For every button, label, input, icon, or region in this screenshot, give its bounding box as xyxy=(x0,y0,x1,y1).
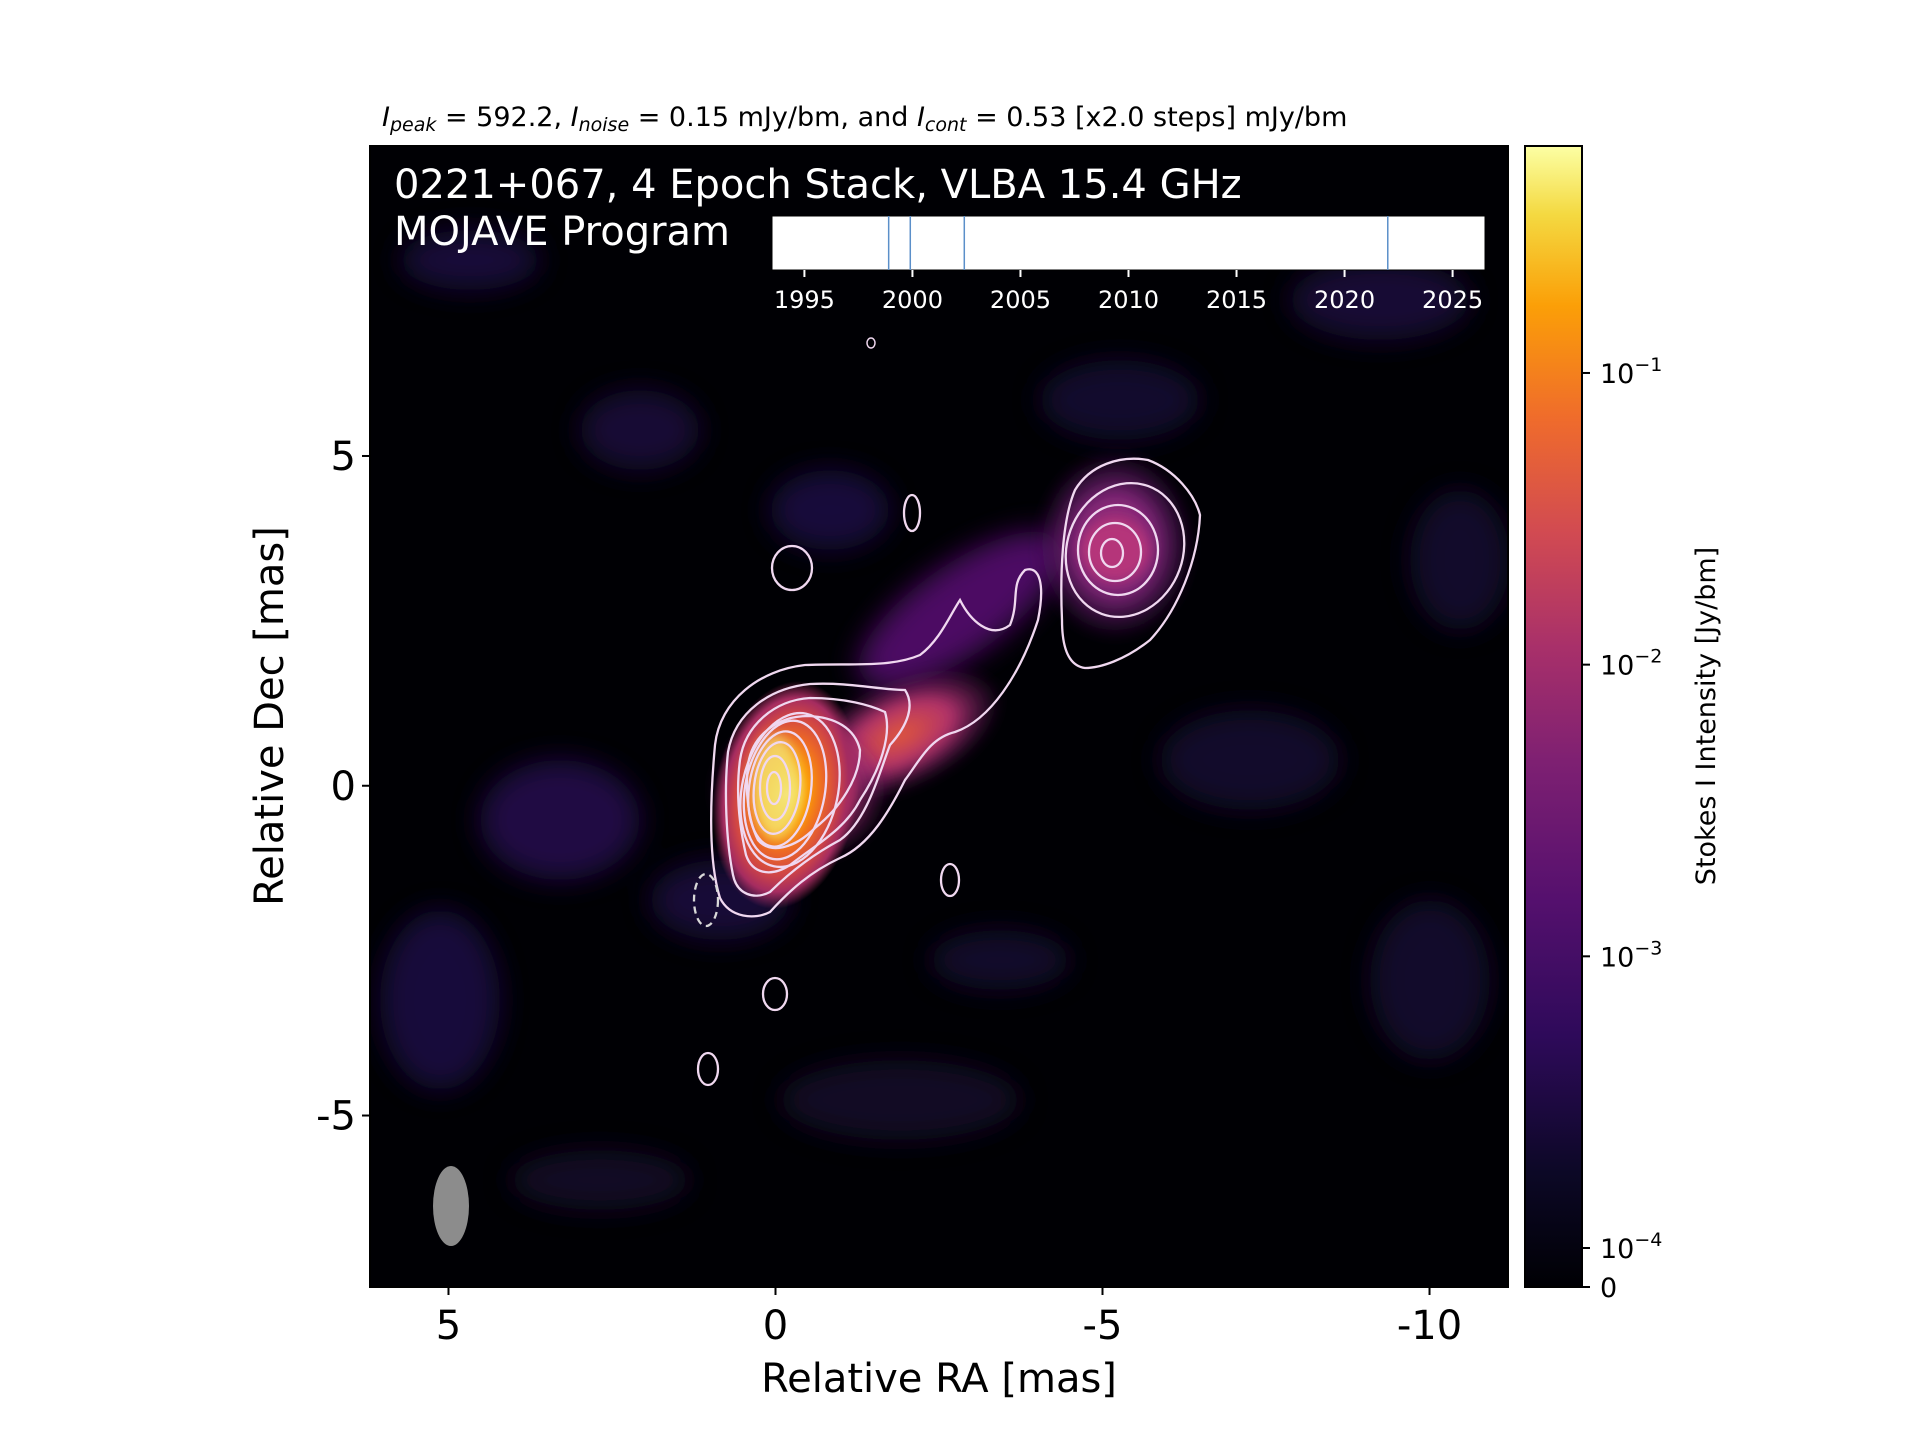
epoch-ticks: 1995 2000 2005 2010 2015 2020 2025 xyxy=(774,270,1483,314)
x-tick-label: -5 xyxy=(1083,1303,1123,1349)
epoch-tick-label: 1995 xyxy=(774,286,835,314)
contour-level-10 xyxy=(765,770,783,806)
contour-knot-2 xyxy=(1064,481,1186,619)
x-tick-label: 5 xyxy=(436,1303,461,1349)
colorbar-tick-label: 10−1 xyxy=(1600,354,1662,390)
contour-island-2 xyxy=(902,493,922,533)
x-tick-label: 0 xyxy=(763,1303,788,1349)
contour-level-8 xyxy=(752,741,802,835)
epoch-tick-label: 2015 xyxy=(1206,286,1267,314)
contour-knot-outer xyxy=(1060,457,1202,670)
colorbar-tick-label: 10−4 xyxy=(1600,1229,1662,1265)
colorbar-tick-label: 10−3 xyxy=(1600,937,1662,973)
beam-ellipse xyxy=(433,1166,469,1246)
contour-level-2 xyxy=(724,682,911,897)
colorbar-tick-label: 0 xyxy=(1600,1273,1617,1304)
epoch-tick-label: 2020 xyxy=(1314,286,1375,314)
y-tick-label: 5 xyxy=(331,434,356,480)
y-tick-label: -5 xyxy=(316,1094,356,1140)
x-axis-label: Relative RA [mas] xyxy=(761,1356,1117,1402)
y-axis-ticks: 5 0 -5 xyxy=(316,434,370,1140)
y-axis-label: Relative Dec [mas] xyxy=(247,526,293,906)
contour-level-5 xyxy=(739,711,841,869)
epoch-tick-label: 2000 xyxy=(882,286,943,314)
noise-texture xyxy=(380,230,1508,1210)
contour-level-6 xyxy=(742,719,828,861)
annotation-line1: 0221+067, 4 Epoch Stack, VLBA 15.4 GHz xyxy=(394,162,1242,208)
contour-level-3 xyxy=(736,696,889,874)
annotation-line2: MOJAVE Program xyxy=(394,209,730,255)
colorbar-fill xyxy=(1524,145,1583,1288)
epoch-inset: 1995 2000 2005 2010 2015 2020 2025 xyxy=(771,215,1486,314)
plot-area xyxy=(370,146,1508,1287)
epoch-lines xyxy=(887,216,1389,270)
epoch-tick-label: 2010 xyxy=(1098,286,1159,314)
contour-island-3 xyxy=(939,862,961,898)
contour-knot-4 xyxy=(1087,521,1143,583)
colorbar-tick-label: 10−2 xyxy=(1600,646,1662,682)
epoch-tick-label: 2005 xyxy=(990,286,1051,314)
x-axis-ticks: 5 0 -5 -10 xyxy=(436,1287,1462,1349)
colorbar: 10−1 10−2 10−3 10−4 0 Stokes I Intensity [Jy… xyxy=(1524,145,1722,1304)
x-tick-label: -10 xyxy=(1397,1303,1462,1349)
epoch-tick-label: 2025 xyxy=(1422,286,1483,314)
contour-small-dot xyxy=(866,337,876,349)
plot-frame xyxy=(369,145,1509,1288)
contour-island-1 xyxy=(770,544,814,592)
contour-island-5 xyxy=(696,1051,720,1087)
contour-island-4 xyxy=(761,976,789,1012)
colorbar-label: Stokes I Intensity [Jy/bm] xyxy=(1691,547,1722,885)
epoch-inset-box xyxy=(771,215,1486,271)
y-tick-label: 0 xyxy=(331,764,356,810)
contour-knot-5 xyxy=(1099,537,1125,569)
contour-level-9 xyxy=(758,754,792,822)
contours xyxy=(692,337,1202,1087)
chart-title: Ipeak = 592.2, Inoise = 0.15 mJy/bm, and… xyxy=(382,102,1347,136)
contour-jet-outer xyxy=(709,568,1043,918)
colorbar-ticks: 10−1 10−2 10−3 10−4 0 xyxy=(1582,354,1662,1304)
contour-knot-3 xyxy=(1076,503,1160,597)
contour-negative xyxy=(692,872,720,928)
contour-level-7 xyxy=(747,730,813,848)
